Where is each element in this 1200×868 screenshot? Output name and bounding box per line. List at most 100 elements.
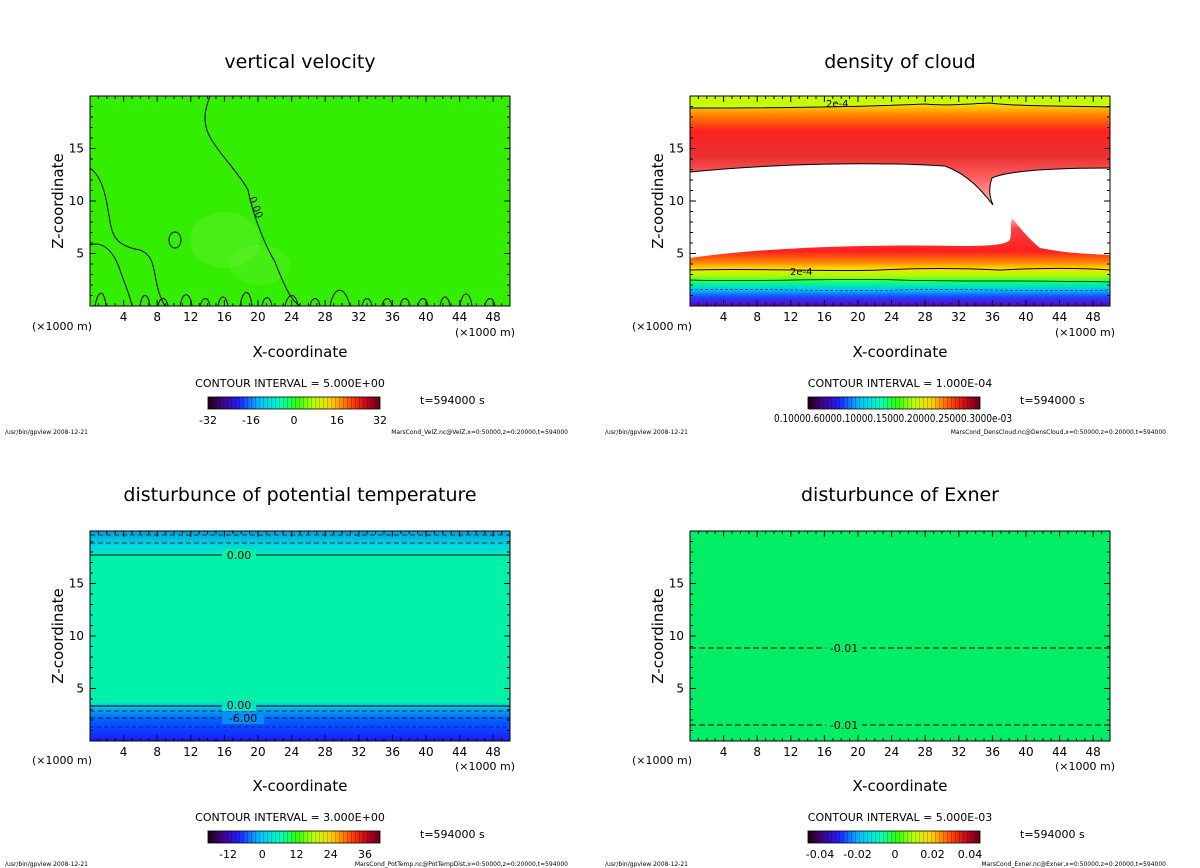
contour-line [690,279,1110,283]
panel-title: vertical velocity [224,51,375,73]
y-axis-label: Z-coordinate [649,588,667,683]
panel-vertical-velocity: vertical velocity 0.00 4 8 12 16 20 24 28 32 36 4… [5,51,568,436]
x-tick-label: 44 [452,745,467,759]
x-tick-label: 44 [452,310,467,324]
field-patch [190,212,260,268]
y-tick-label: 15 [69,577,84,591]
contour-label: 2e-4 [826,99,849,110]
lower-cloud-band [690,218,1110,306]
panel-title: disturbunce of potential temperature [123,484,476,506]
colorbar-label: 0.04 [958,848,983,861]
time-label: t=594000 s [1020,394,1085,407]
contour-line [90,243,133,306]
footer-right: MarsCond_DensCloud.nc@DensCloud,x=0:5000… [951,429,1166,436]
contour-label: -0.01 [830,719,858,732]
colorbar-labels: -32 -16 0 16 32 [199,414,387,427]
x-tick-label: 36 [985,310,1000,324]
x-tick-label: 48 [486,745,501,759]
colorbar-label: -0.02 [843,848,871,861]
contour-label-bg [826,719,862,731]
x-tick-label: 24 [884,310,899,324]
contour-label-bg [222,700,256,711]
y-tick-label: 15 [69,142,84,156]
panel-title: density of cloud [824,51,976,73]
x-tick-label: 16 [217,310,232,324]
x-tick-label: 20 [850,745,865,759]
x-tick-label: 36 [385,310,400,324]
x-tick-label: 32 [351,745,366,759]
x-unit-right: (×1000 m) [1055,760,1115,773]
contour-label-bg [222,549,256,561]
x-tick-label: 24 [284,310,299,324]
x-tick-label: 12 [783,745,798,759]
footer-right: MarsCond_PotTemp.nc@PotTempDist,x=0:5000… [355,861,568,868]
x-tick-label: 36 [385,745,400,759]
y-tick-label: 15 [669,142,684,156]
contour-interval: CONTOUR INTERVAL = 5.000E-03 [808,811,992,824]
time-label: t=594000 s [420,394,485,407]
colorbar-divisions [808,831,980,843]
contour-line [690,289,1110,291]
y-tick-label: 10 [69,194,84,208]
x-tick-label: 20 [250,310,265,324]
contour-line [690,102,1110,109]
x-tick-label: 8 [753,310,761,324]
contour-label-bg [222,713,264,724]
y-axis-label: Z-coordinate [49,153,67,248]
y-tick-label: 5 [676,247,684,261]
x-tick-label: 24 [284,745,299,759]
x-axis-label: X-coordinate [253,343,348,361]
x-tick-label: 28 [918,310,933,324]
x-unit-left: (×1000 m) [632,320,692,333]
field-fill [90,96,510,306]
x-tick-label: 20 [250,745,265,759]
x-tick-label: 12 [183,745,198,759]
plot-field: -0.01 -0.01 [690,531,1110,741]
contour-interval: CONTOUR INTERVAL = 1.000E-04 [808,377,992,390]
y-axis-label: Z-coordinate [49,588,67,683]
x-tick-label: 12 [183,310,198,324]
contour-line [690,268,1110,272]
contour-label-bg [826,642,862,654]
x-tick-label: 20 [850,310,865,324]
colorbar-label: 32 [373,414,387,427]
x-tick-label: 24 [884,745,899,759]
x-tick-label: 40 [418,745,433,759]
contour-label: -6.00 [229,712,257,725]
colorbar-label: 16 [330,414,344,427]
time-label: t=594000 s [1020,828,1085,841]
plot-field: 0.00 0.00 -6.00 [90,531,510,741]
colorbar-divisions [208,831,380,843]
x-tick-label: 32 [951,310,966,324]
x-tick-label: 8 [153,745,161,759]
colorbar-divisions [808,397,980,409]
x-unit-right: (×1000 m) [1055,326,1115,339]
x-tick-label: 28 [918,745,933,759]
footer-left: /usr/bin/gpview 2008-12-21 [605,429,688,436]
colorbar-label: 0.02 [920,848,945,861]
colorbar-label: 36 [358,848,372,861]
y-tick-label: 5 [76,247,84,261]
x-tick-label: 40 [418,310,433,324]
colorbar-labels: -12 0 12 24 36 [219,848,372,861]
x-tick-label: 44 [1052,310,1067,324]
x-axis-label: X-coordinate [853,777,948,795]
x-tick-label: 16 [817,745,832,759]
y-tick-label: 10 [669,194,684,208]
x-tick-label: 40 [1018,310,1033,324]
contour-interval: CONTOUR INTERVAL = 3.000E+00 [195,811,385,824]
contour-line [204,96,301,306]
contour-label: 0.00 [227,699,252,712]
contour-closed [168,231,182,249]
y-axis-label: Z-coordinate [649,153,667,248]
panel-exner: disturbunce of Exner -0.01 -0.01 4 8 12 16 2… [605,484,1166,868]
contour-label: 2e-4 [790,267,813,278]
x-tick-label: 32 [951,745,966,759]
x-tick-label: 28 [318,745,333,759]
contour-line [90,167,166,306]
y-tick-label: 5 [76,682,84,696]
